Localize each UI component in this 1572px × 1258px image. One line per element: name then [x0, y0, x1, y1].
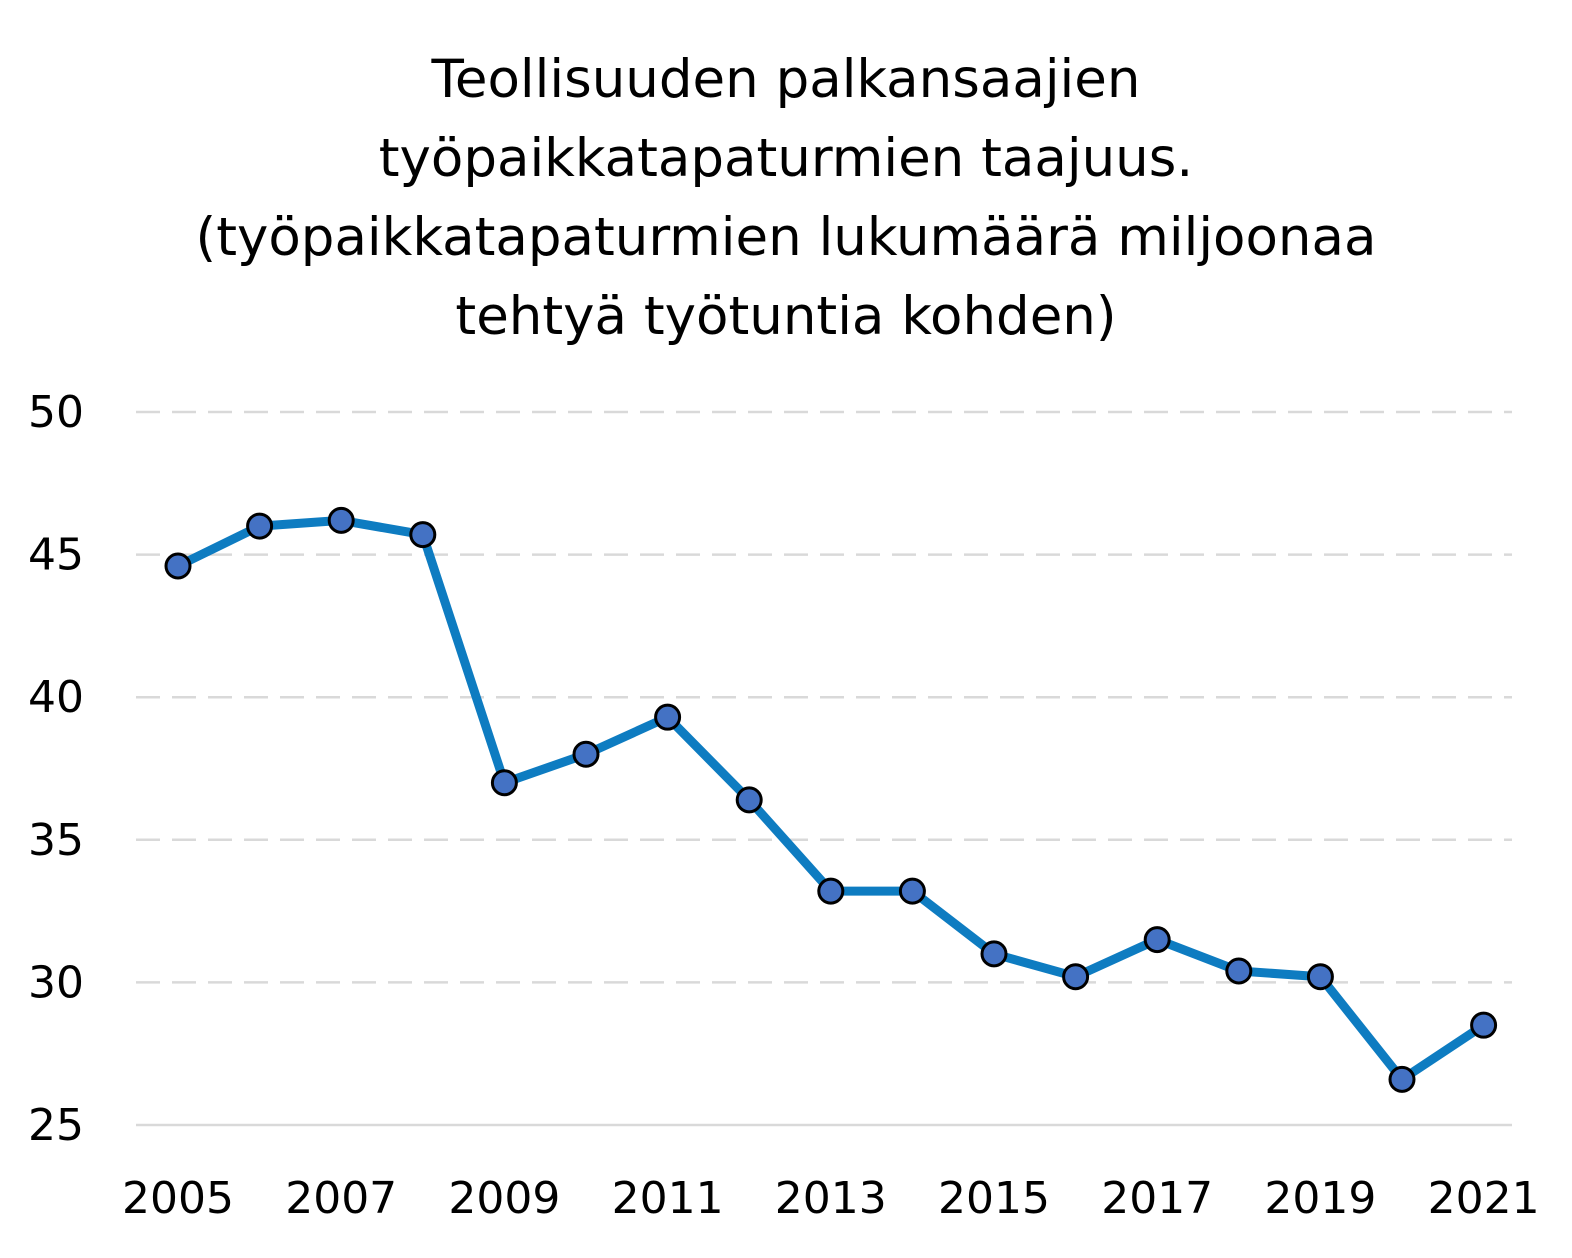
data-point-2014 — [898, 877, 926, 905]
data-point-2020 — [1388, 1065, 1416, 1093]
x-tick-label-2013: 2013 — [775, 1173, 887, 1224]
data-point-2013 — [817, 877, 845, 905]
x-tick-label-2015: 2015 — [938, 1173, 1050, 1224]
x-tick-label-2017: 2017 — [1101, 1173, 1213, 1224]
y-tick-label-30: 30 — [28, 957, 84, 1008]
y-tick-label-45: 45 — [28, 530, 84, 581]
y-tick-label-50: 50 — [28, 387, 84, 438]
data-point-2008 — [409, 521, 437, 549]
data-point-2019 — [1306, 963, 1334, 991]
chart-title-line-4: tehtyä työtuntia kohden) — [455, 286, 1117, 347]
data-point-2005 — [164, 552, 192, 580]
chart-title-line-2: työpaikkatapaturmien taajuus. — [378, 128, 1194, 189]
x-tick-label-2019: 2019 — [1264, 1173, 1376, 1224]
data-point-2007 — [327, 506, 355, 534]
data-point-2011 — [654, 703, 682, 731]
y-axis-tick-labels: 25 30 35 40 45 50 — [28, 387, 84, 1151]
chart-title: Teollisuuden palkansaajien työpaikkatapa… — [0, 40, 1572, 356]
data-point-2017 — [1143, 926, 1171, 954]
data-point-2016 — [1062, 963, 1090, 991]
data-point-2015 — [980, 940, 1008, 968]
y-tick-label-25: 25 — [28, 1100, 84, 1151]
x-tick-label-2011: 2011 — [612, 1173, 724, 1224]
y-tick-label-35: 35 — [28, 815, 84, 866]
y-tick-label-40: 40 — [28, 672, 84, 723]
x-axis-tick-labels: 2005 2007 2009 2011 2013 2015 2017 2019 2021 — [122, 1173, 1540, 1224]
x-tick-label-2009: 2009 — [448, 1173, 560, 1224]
chart-title-line-3: (työpaikkatapaturmien lukumäärä miljoona… — [195, 207, 1377, 268]
gridlines — [136, 410, 1512, 1127]
data-point-2021 — [1470, 1011, 1498, 1039]
series-line-0 — [173, 515, 1489, 1084]
x-tick-label-2021: 2021 — [1428, 1173, 1540, 1224]
data-point-2009 — [490, 769, 518, 797]
chart-title-line-1: Teollisuuden palkansaajien — [431, 49, 1141, 110]
x-tick-label-2007: 2007 — [285, 1173, 397, 1224]
data-point-2012 — [735, 786, 763, 814]
series-line — [173, 515, 1489, 1084]
x-tick-label-2005: 2005 — [122, 1173, 234, 1224]
data-markers — [164, 506, 1498, 1093]
data-point-2006 — [246, 512, 274, 540]
data-point-2010 — [572, 740, 600, 768]
data-point-2018 — [1225, 957, 1253, 985]
